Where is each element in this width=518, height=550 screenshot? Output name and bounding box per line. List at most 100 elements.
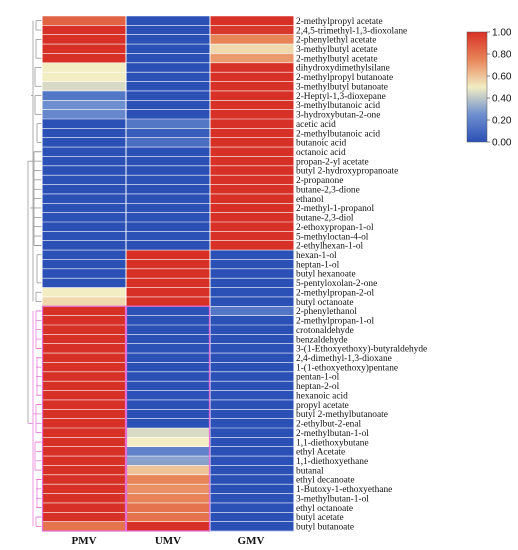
heatmap-cell	[210, 137, 294, 148]
heatmap-cell	[126, 325, 210, 335]
row-label: 3-(1-Ethoxyethoxy)-butyraldehyde	[296, 344, 427, 355]
row-label: crotonaldehyde	[296, 326, 354, 336]
row-label: butane-2,3-dione	[296, 185, 360, 195]
heatmap-cell	[126, 502, 210, 513]
heatmap-cell	[210, 203, 294, 213]
row-label: 3-methylbutyl butanoate	[296, 82, 388, 92]
heatmap-cell	[126, 371, 210, 382]
heatmap-cell	[126, 137, 210, 148]
heatmap-cell	[42, 128, 126, 139]
row-label: 1-Butoxy-1-ethoxyethane	[296, 485, 392, 495]
heatmap-cell	[126, 72, 210, 82]
row-label: octanoic acid	[296, 148, 346, 158]
heatmap-cell	[210, 456, 294, 466]
heatmap-cell	[210, 147, 294, 157]
heatmap-cell	[210, 268, 294, 279]
heatmap-cell	[42, 334, 126, 345]
heatmap-cell	[42, 381, 126, 391]
heatmap-cell	[210, 409, 294, 419]
colorbar-tick-label: 0.40	[492, 94, 512, 105]
heatmap-cell	[126, 109, 210, 120]
row-label: butanoic acid	[296, 139, 347, 149]
row-label: acetic acid	[296, 120, 336, 130]
heatmap-cell	[42, 287, 126, 298]
heatmap-cells	[42, 16, 294, 532]
heatmap-cell	[42, 222, 126, 232]
heatmap-cell	[126, 212, 210, 223]
heatmap-cell	[126, 287, 210, 298]
heatmap-cell	[42, 362, 126, 373]
row-label: 2-methyl-1-propanol	[296, 204, 374, 214]
row-label: 3-methylbutanoic acid	[296, 101, 380, 111]
heatmap-cell	[126, 465, 210, 476]
heatmap-cell	[210, 222, 294, 232]
heatmap-cell	[42, 212, 126, 223]
heatmap-cell	[126, 474, 210, 485]
heatmap-cell	[42, 34, 126, 45]
heatmap-cell	[210, 437, 294, 448]
heatmap-cell	[126, 343, 210, 354]
row-label: 2-methylbutyl acetate	[296, 54, 377, 64]
heatmap-cell	[210, 100, 294, 110]
heatmap-cell	[210, 362, 294, 373]
heatmap-cell	[210, 446, 294, 457]
heatmap-cell	[210, 184, 294, 195]
heatmap-cell	[42, 456, 126, 466]
heatmap-cell	[126, 175, 210, 185]
heatmap-cell	[126, 278, 210, 288]
heatmap-cell	[210, 399, 294, 410]
heatmap-cell	[210, 325, 294, 335]
heatmap-cell	[42, 16, 126, 26]
heatmap-cell	[126, 250, 210, 260]
heatmap-cell	[210, 156, 294, 167]
row-label: 2-methylbutanoic acid	[296, 129, 380, 139]
colorbar-gradient	[466, 31, 488, 143]
row-label: 2-propanone	[296, 176, 343, 186]
heatmap-cell	[42, 175, 126, 185]
row-label: 2-ethylhexan-1-ol	[296, 242, 364, 252]
row-label: 5-pentyloxolan-2-one	[296, 279, 377, 289]
heatmap-cell	[126, 428, 210, 438]
heatmap-cell	[210, 502, 294, 513]
heatmap-cell	[210, 287, 294, 298]
heatmap-cell	[126, 100, 210, 110]
heatmap-cell	[42, 399, 126, 410]
heatmap-cell	[210, 465, 294, 476]
row-label: ethyl octanoate	[296, 504, 353, 514]
heatmap-cell	[126, 437, 210, 448]
heatmap-cell	[210, 474, 294, 485]
heatmap-cell	[42, 72, 126, 82]
row-label: 3-hydroxybutan-2-one	[296, 111, 380, 121]
heatmap-cell	[126, 62, 210, 73]
colorbar-tick-label: 0.80	[492, 50, 512, 61]
row-label: butyl 2-hydroxypropanoate	[296, 167, 398, 177]
cluster-box	[41, 305, 127, 532]
row-label: hexan-1-ol	[296, 251, 337, 261]
row-label: 2-phenylethanol	[296, 307, 357, 317]
heatmap-cell	[126, 231, 210, 242]
row-label: butane-2,3-diol	[296, 214, 354, 224]
heatmap-cell	[42, 343, 126, 354]
heatmap-cell	[126, 362, 210, 373]
colorbar-tick-label: 0.00	[492, 138, 512, 149]
row-label: 1-(1-ethoxyethoxy)pentane	[296, 362, 398, 373]
heatmap-cell	[42, 184, 126, 195]
heatmap-cell	[126, 147, 210, 157]
heatmap-cell	[126, 390, 210, 401]
heatmap-cell	[126, 203, 210, 213]
heatmap-cell	[126, 222, 210, 232]
heatmap-cell	[126, 193, 210, 204]
heatmap-cell	[210, 306, 294, 316]
row-label: 5-methyloctan-4-ol	[296, 232, 369, 242]
row-label: 2-methylpropyl acetate	[296, 17, 383, 27]
heatmap-cell	[126, 240, 210, 251]
row-label: heptan-2-ol	[296, 382, 340, 392]
heatmap-cell	[126, 493, 210, 504]
heatmap-cell	[126, 296, 210, 307]
heatmap-cell	[42, 325, 126, 335]
row-dendrogram	[27, 20, 42, 527]
heatmap-cell	[210, 44, 294, 54]
heatmap-cell	[42, 390, 126, 401]
row-label: propyl acetate	[296, 401, 349, 411]
